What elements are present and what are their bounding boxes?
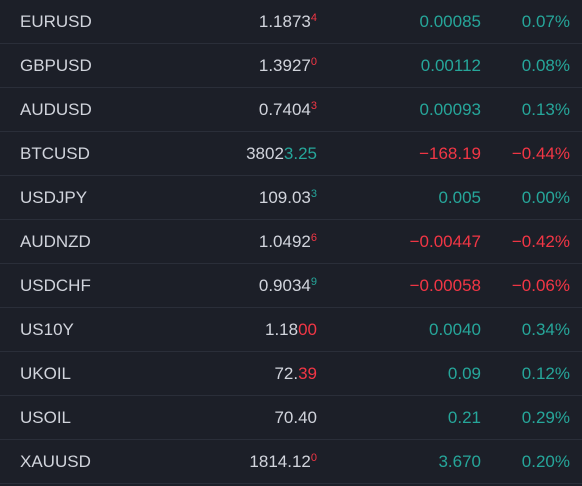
change-percent: 0.00% (521, 188, 570, 207)
price-main: 1.3927 (258, 56, 311, 75)
price: 1814.120 (249, 440, 317, 483)
watchlist-row[interactable]: US10Y 1.1800 0.0040 0.34% (0, 308, 582, 352)
watchlist-row[interactable]: USDJPY 109.033 0.005 0.00% (0, 176, 582, 220)
watchlist-row[interactable]: USDCHF 0.90349 −0.00058 −0.06% (0, 264, 582, 308)
price-main: 1.18 (264, 320, 299, 339)
change-percent: 0.34% (521, 320, 570, 339)
price: 72.39 (274, 352, 317, 395)
symbol: AUDNZD (20, 232, 91, 251)
price-tail: 3 (310, 100, 317, 112)
change-percent: 0.12% (521, 364, 570, 383)
symbol: USOIL (20, 408, 72, 427)
symbol: UKOIL (20, 364, 72, 383)
change-percent: −0.42% (511, 232, 570, 251)
price: 1.1800 (265, 308, 317, 351)
change-percent: 0.07% (521, 12, 570, 31)
change: 0.0040 (429, 320, 481, 339)
price-main: 109.03 (258, 188, 311, 207)
change-percent: 0.29% (521, 408, 570, 427)
change: 0.00085 (419, 12, 481, 31)
price: 70.40 (274, 396, 317, 439)
price-main: 0.9034 (258, 276, 311, 295)
symbol: AUDUSD (20, 100, 92, 119)
price: 0.74043 (259, 88, 317, 131)
price: 1.18734 (259, 0, 317, 43)
price-tail: 4 (310, 12, 317, 24)
price-main: 72. (274, 364, 299, 383)
watchlist-row[interactable]: EURUSD 1.18734 0.00085 0.07% (0, 0, 582, 44)
watchlist-row[interactable]: BTCUSD 38023.25 −168.19 −0.44% (0, 132, 582, 176)
change: −168.19 (419, 144, 481, 163)
price-main: 1.0492 (258, 232, 311, 251)
watchlist-row[interactable]: AUDUSD 0.74043 0.00093 0.13% (0, 88, 582, 132)
price-tail: 3 (310, 188, 317, 200)
symbol: USDCHF (20, 276, 91, 295)
price-tail: 3.25 (283, 144, 317, 163)
change-percent: 0.20% (521, 452, 570, 471)
symbol: US10Y (20, 320, 74, 339)
watchlist-row[interactable]: UKOIL 72.39 0.09 0.12% (0, 352, 582, 396)
change: 0.005 (438, 188, 481, 207)
price: 38023.25 (246, 132, 317, 175)
price-tail: 0 (310, 56, 317, 68)
price-tail: 9 (310, 276, 317, 288)
change: −0.00058 (409, 276, 481, 295)
symbol: XAUUSD (20, 452, 91, 471)
price-main: 3802 (246, 144, 284, 163)
price-main: 0.7404 (258, 100, 311, 119)
price-main: 1814.12 (249, 452, 311, 471)
price-tail: 00 (298, 320, 317, 339)
symbol: BTCUSD (20, 144, 90, 163)
watchlist-row[interactable]: XAUUSD 1814.120 3.670 0.20% (0, 440, 582, 484)
price: 0.90349 (259, 264, 317, 307)
change: 3.670 (438, 452, 481, 471)
change: 0.21 (447, 408, 481, 427)
watchlist-row[interactable]: AUDNZD 1.04926 −0.00447 −0.42% (0, 220, 582, 264)
symbol: EURUSD (20, 12, 92, 31)
change: 0.09 (447, 364, 481, 383)
price: 1.04926 (259, 220, 317, 263)
change-percent: 0.08% (521, 56, 570, 75)
change-percent: −0.06% (511, 276, 570, 295)
watchlist-row[interactable]: GBPUSD 1.39270 0.00112 0.08% (0, 44, 582, 88)
watchlist-row[interactable]: USOIL 70.40 0.21 0.29% (0, 396, 582, 440)
price: 1.39270 (259, 44, 317, 87)
change-percent: 0.13% (521, 100, 570, 119)
price: 109.033 (259, 176, 317, 219)
price-main: 70.40 (274, 408, 317, 427)
change: 0.00093 (419, 100, 481, 119)
change-percent: −0.44% (511, 144, 570, 163)
change: 0.00112 (420, 56, 481, 75)
symbol: GBPUSD (20, 56, 92, 75)
price-tail: 0 (310, 452, 317, 464)
price-tail: 39 (298, 364, 317, 383)
symbol: USDJPY (20, 188, 88, 207)
price-tail: 6 (310, 232, 317, 244)
price-main: 1.1873 (258, 12, 311, 31)
change: −0.00447 (409, 232, 481, 251)
